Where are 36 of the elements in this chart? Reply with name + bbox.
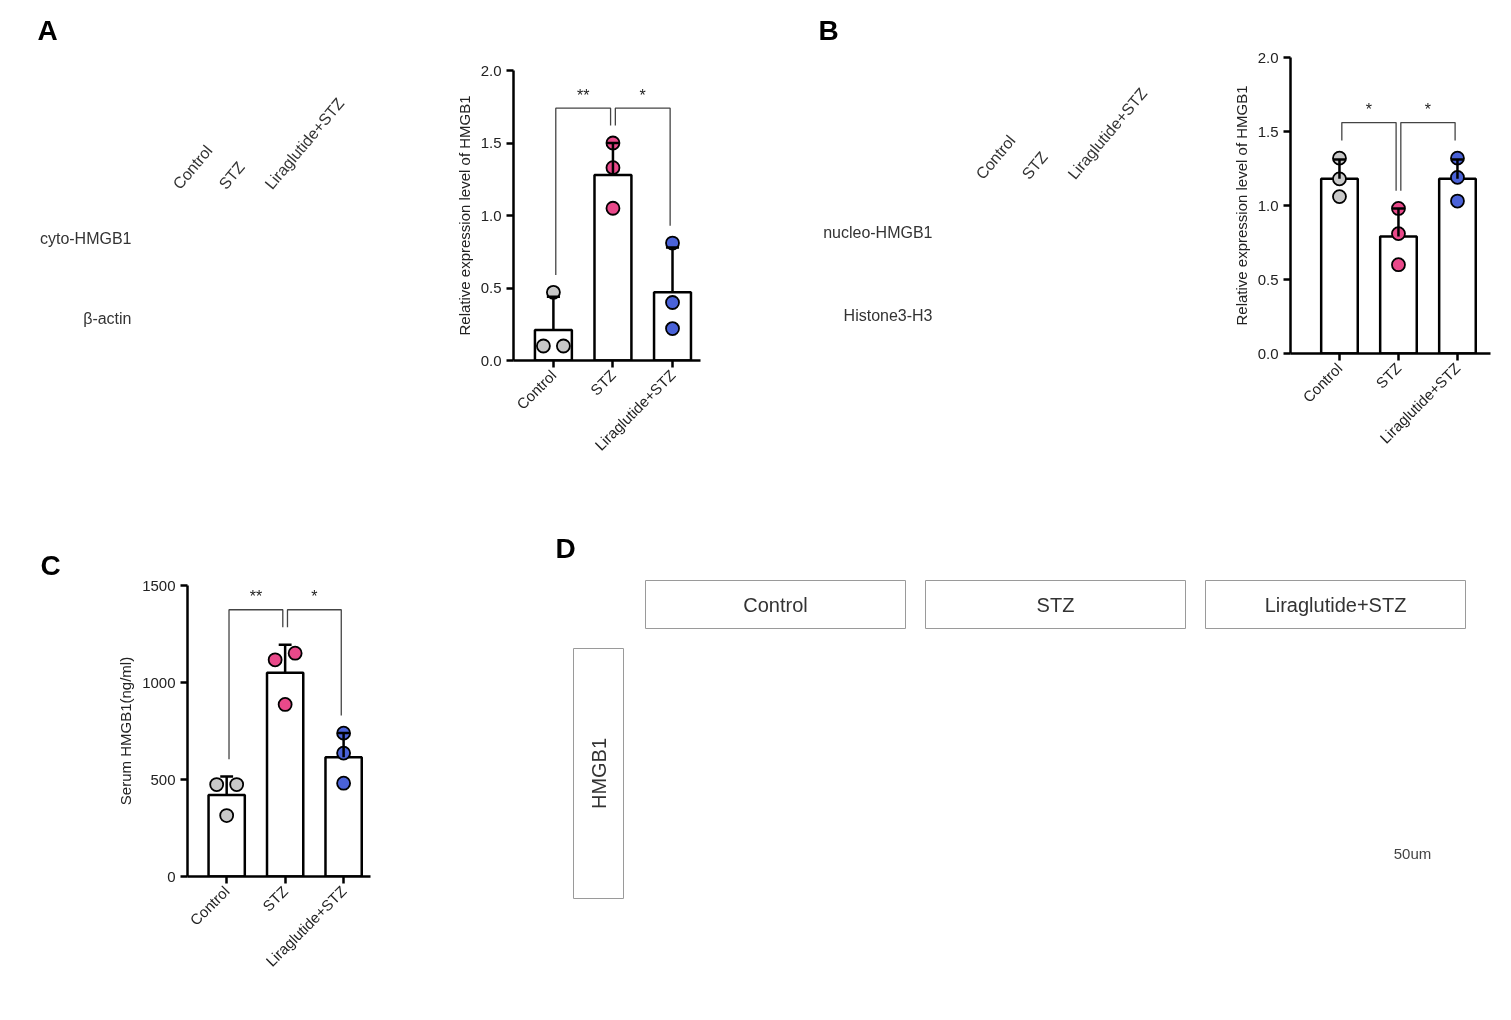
y-axis-title: Relative expression level of HMGB1: [455, 95, 473, 336]
y-tick-label: 1.5: [1257, 122, 1279, 140]
annotation: **: [249, 588, 263, 606]
annotation: *: [1424, 101, 1432, 119]
y-tick-label: 1.0: [480, 206, 502, 224]
y-tick-label: 1.0: [1257, 196, 1279, 214]
annotation: *: [311, 588, 318, 606]
text: 50um: [1393, 845, 1432, 862]
y-axis-title: Serum HMGB1(ng/ml): [117, 656, 135, 806]
annotation: *: [639, 86, 646, 104]
text: β-actin: [83, 310, 132, 327]
text: D: [555, 533, 576, 564]
y-tick-label: 0.5: [480, 279, 502, 296]
annotation: *: [1365, 101, 1373, 119]
text: B: [818, 15, 839, 46]
y-tick-label: 500: [150, 770, 176, 788]
text: cyto-HMGB1: [39, 230, 132, 247]
text: nucleo-HMGB1: [823, 224, 933, 241]
text: HMGB1: [587, 737, 610, 810]
category-label: Liraglutide+STZ: [1264, 593, 1407, 616]
y-tick-label: 0.0: [1257, 344, 1279, 362]
text: Histone3-H3: [843, 307, 933, 324]
chart-title: C: [40, 549, 61, 581]
y-tick-label: 1.5: [480, 134, 502, 151]
annotation: **: [576, 86, 590, 104]
y-tick-label: 0: [167, 867, 176, 885]
y-tick-label: 1000: [142, 673, 176, 691]
category-label: Control: [743, 593, 808, 616]
y-tick-label: 1500: [142, 576, 176, 594]
y-tick-label: 2.0: [480, 61, 502, 79]
y-tick-label: 0.5: [1257, 270, 1279, 288]
category-label: STZ: [1036, 593, 1075, 616]
y-tick-label: 0.0: [480, 351, 502, 369]
y-tick-label: 2.0: [1257, 48, 1279, 66]
text: A: [37, 15, 58, 46]
y-axis-title: Relative expression level of HMGB1: [1232, 85, 1250, 326]
